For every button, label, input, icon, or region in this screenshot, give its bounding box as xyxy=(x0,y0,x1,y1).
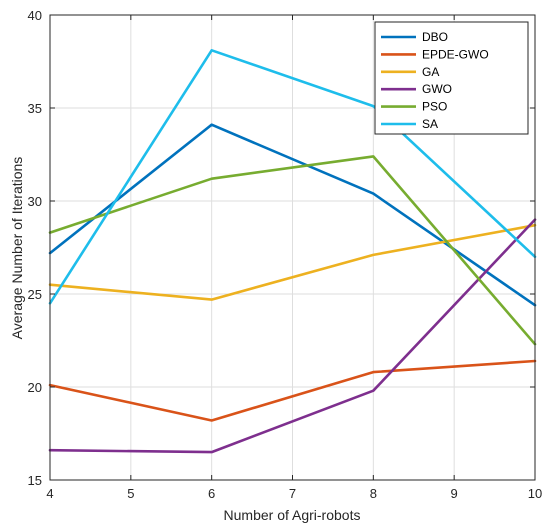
x-tick-label: 10 xyxy=(528,486,542,501)
x-tick-label: 5 xyxy=(127,486,134,501)
y-tick-label: 40 xyxy=(28,8,42,23)
y-tick-label: 30 xyxy=(28,194,42,209)
series-lines xyxy=(48,48,537,454)
legend-item-sa: SA xyxy=(381,117,438,131)
series-line-ga xyxy=(48,223,537,301)
x-axis-ticks: 4 5 6 7 8 9 10 xyxy=(46,15,542,501)
legend-label: PSO xyxy=(422,100,447,114)
x-tick-label: 8 xyxy=(370,486,377,501)
legend-item-gwo: GWO xyxy=(381,82,452,96)
x-tick-label: 4 xyxy=(46,486,53,501)
series-line-epde-gwo xyxy=(48,359,537,422)
legend: DBO EPDE-GWO GA GWO PSO SA xyxy=(374,21,529,135)
legend-item-pso: PSO xyxy=(381,100,447,114)
y-axis-ticks: 15 20 25 30 35 40 xyxy=(28,8,535,488)
series-line-sa xyxy=(48,48,537,305)
x-tick-label: 6 xyxy=(208,486,215,501)
x-tick-label: 7 xyxy=(289,486,296,501)
series-line-pso xyxy=(48,155,537,346)
y-tick-label: 25 xyxy=(28,287,42,302)
y-axis-label: Average Number of Iterations xyxy=(9,157,25,340)
y-tick-label: 20 xyxy=(28,380,42,395)
legend-item-epde-gwo: EPDE-GWO xyxy=(381,47,489,61)
y-tick-label: 15 xyxy=(28,473,42,488)
legend-item-dbo: DBO xyxy=(381,30,448,44)
legend-label: GA xyxy=(422,65,439,79)
legend-label: DBO xyxy=(422,30,448,44)
legend-label: EPDE-GWO xyxy=(422,47,489,61)
series-line-gwo xyxy=(48,218,537,454)
x-axis-label: Number of Agri-robots xyxy=(224,507,361,523)
legend-label: GWO xyxy=(422,82,452,96)
y-tick-label: 35 xyxy=(28,101,42,116)
legend-label: SA xyxy=(422,117,438,131)
x-tick-label: 9 xyxy=(451,486,458,501)
legend-box xyxy=(374,21,529,135)
legend-item-ga: GA xyxy=(381,65,439,79)
